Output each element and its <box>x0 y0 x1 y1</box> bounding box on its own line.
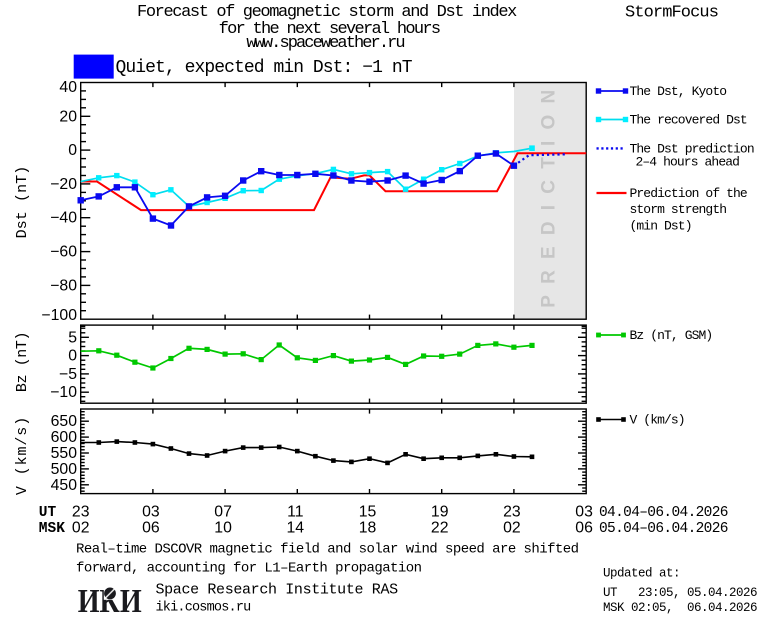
svg-text:−20: −20 <box>50 176 77 193</box>
svg-text:PREDICTION: PREDICTION <box>539 79 560 308</box>
svg-text:05.04–06.04.2026: 05.04–06.04.2026 <box>599 521 728 537</box>
svg-text:The Dst prediction: The Dst prediction <box>630 141 754 156</box>
svg-text:−40: −40 <box>50 210 77 227</box>
svg-text:450: 450 <box>51 477 78 494</box>
svg-text:40: 40 <box>59 79 77 96</box>
svg-text:11: 11 <box>287 504 304 521</box>
svg-text:0: 0 <box>68 142 77 159</box>
svg-text:23: 23 <box>503 504 521 521</box>
svg-text:−5: −5 <box>59 366 77 383</box>
svg-text:iki.cosmos.ru: iki.cosmos.ru <box>156 601 251 616</box>
svg-text:Dst (nT): Dst (nT) <box>14 166 31 239</box>
svg-text:V (km/s): V (km/s) <box>630 413 685 428</box>
svg-text:06: 06 <box>575 520 593 537</box>
svg-text:550: 550 <box>51 445 78 462</box>
svg-text:storm strength: storm strength <box>630 202 727 217</box>
svg-text:14: 14 <box>287 520 305 537</box>
svg-text:UT 23:05, 05.04.2026: UT 23:05, 05.04.2026 <box>603 586 757 600</box>
svg-text:Quiet, expected min Dst: −1 nT: Quiet, expected min Dst: −1 nT <box>116 58 413 78</box>
svg-text:18: 18 <box>359 520 377 537</box>
svg-text:The recovered Dst: The recovered Dst <box>630 113 747 128</box>
svg-text:Forecast of geomagnetic storm: Forecast of geomagnetic storm and Dst in… <box>137 3 517 22</box>
svg-text:600: 600 <box>51 429 78 446</box>
svg-text:−100: −100 <box>41 307 77 324</box>
svg-text:03: 03 <box>575 504 593 521</box>
svg-text:StormFocus: StormFocus <box>625 4 718 23</box>
svg-text:−60: −60 <box>50 244 77 261</box>
svg-text:for the next several hours: for the next several hours <box>219 20 440 39</box>
svg-text:23: 23 <box>72 504 90 521</box>
svg-text:Bz (nT): Bz (nT) <box>14 332 31 392</box>
svg-text:Updated at:: Updated at: <box>603 567 680 581</box>
svg-text:Space Research Institute RAS: Space Research Institute RAS <box>156 582 399 599</box>
svg-text:0: 0 <box>68 348 77 365</box>
svg-text:20: 20 <box>59 108 77 125</box>
svg-text:2–4 hours ahead: 2–4 hours ahead <box>636 154 740 169</box>
svg-text:The Dst, Kyoto: The Dst, Kyoto <box>630 84 727 99</box>
svg-text:forward, accounting for L1–Ear: forward, accounting for L1–Earth propaga… <box>76 561 422 577</box>
svg-text:5: 5 <box>68 329 77 346</box>
svg-text:06: 06 <box>142 520 160 537</box>
svg-text:15: 15 <box>359 504 377 521</box>
svg-text:19: 19 <box>431 504 449 521</box>
svg-text:MSK 02:05, 06.04.2026: MSK 02:05, 06.04.2026 <box>603 601 757 615</box>
svg-text:−80: −80 <box>50 277 77 294</box>
svg-text:02: 02 <box>72 520 90 537</box>
svg-text:04.04–06.04.2026: 04.04–06.04.2026 <box>599 505 728 521</box>
svg-text:−10: −10 <box>50 384 77 401</box>
svg-text:07: 07 <box>214 504 232 521</box>
svg-text:500: 500 <box>51 461 78 478</box>
svg-text:MSK: MSK <box>39 521 65 537</box>
svg-text:Prediction of the: Prediction of the <box>630 186 747 201</box>
svg-text:www.spaceweather.ru: www.spaceweather.ru <box>246 34 404 53</box>
svg-text:Real–time DSCOVR magnetic fiel: Real–time DSCOVR magnetic field and sola… <box>76 542 579 558</box>
svg-text:650: 650 <box>51 413 78 430</box>
svg-text:Bz (nT, GSM): Bz (nT, GSM) <box>630 328 713 343</box>
svg-text:10: 10 <box>214 520 232 537</box>
svg-text:UT: UT <box>39 505 57 521</box>
svg-text:(min Dst): (min Dst) <box>630 219 692 234</box>
svg-text:V (km/s): V (km/s) <box>14 416 31 495</box>
svg-text:22: 22 <box>431 520 449 537</box>
svg-text:03: 03 <box>142 504 160 521</box>
svg-text:02: 02 <box>503 520 521 537</box>
